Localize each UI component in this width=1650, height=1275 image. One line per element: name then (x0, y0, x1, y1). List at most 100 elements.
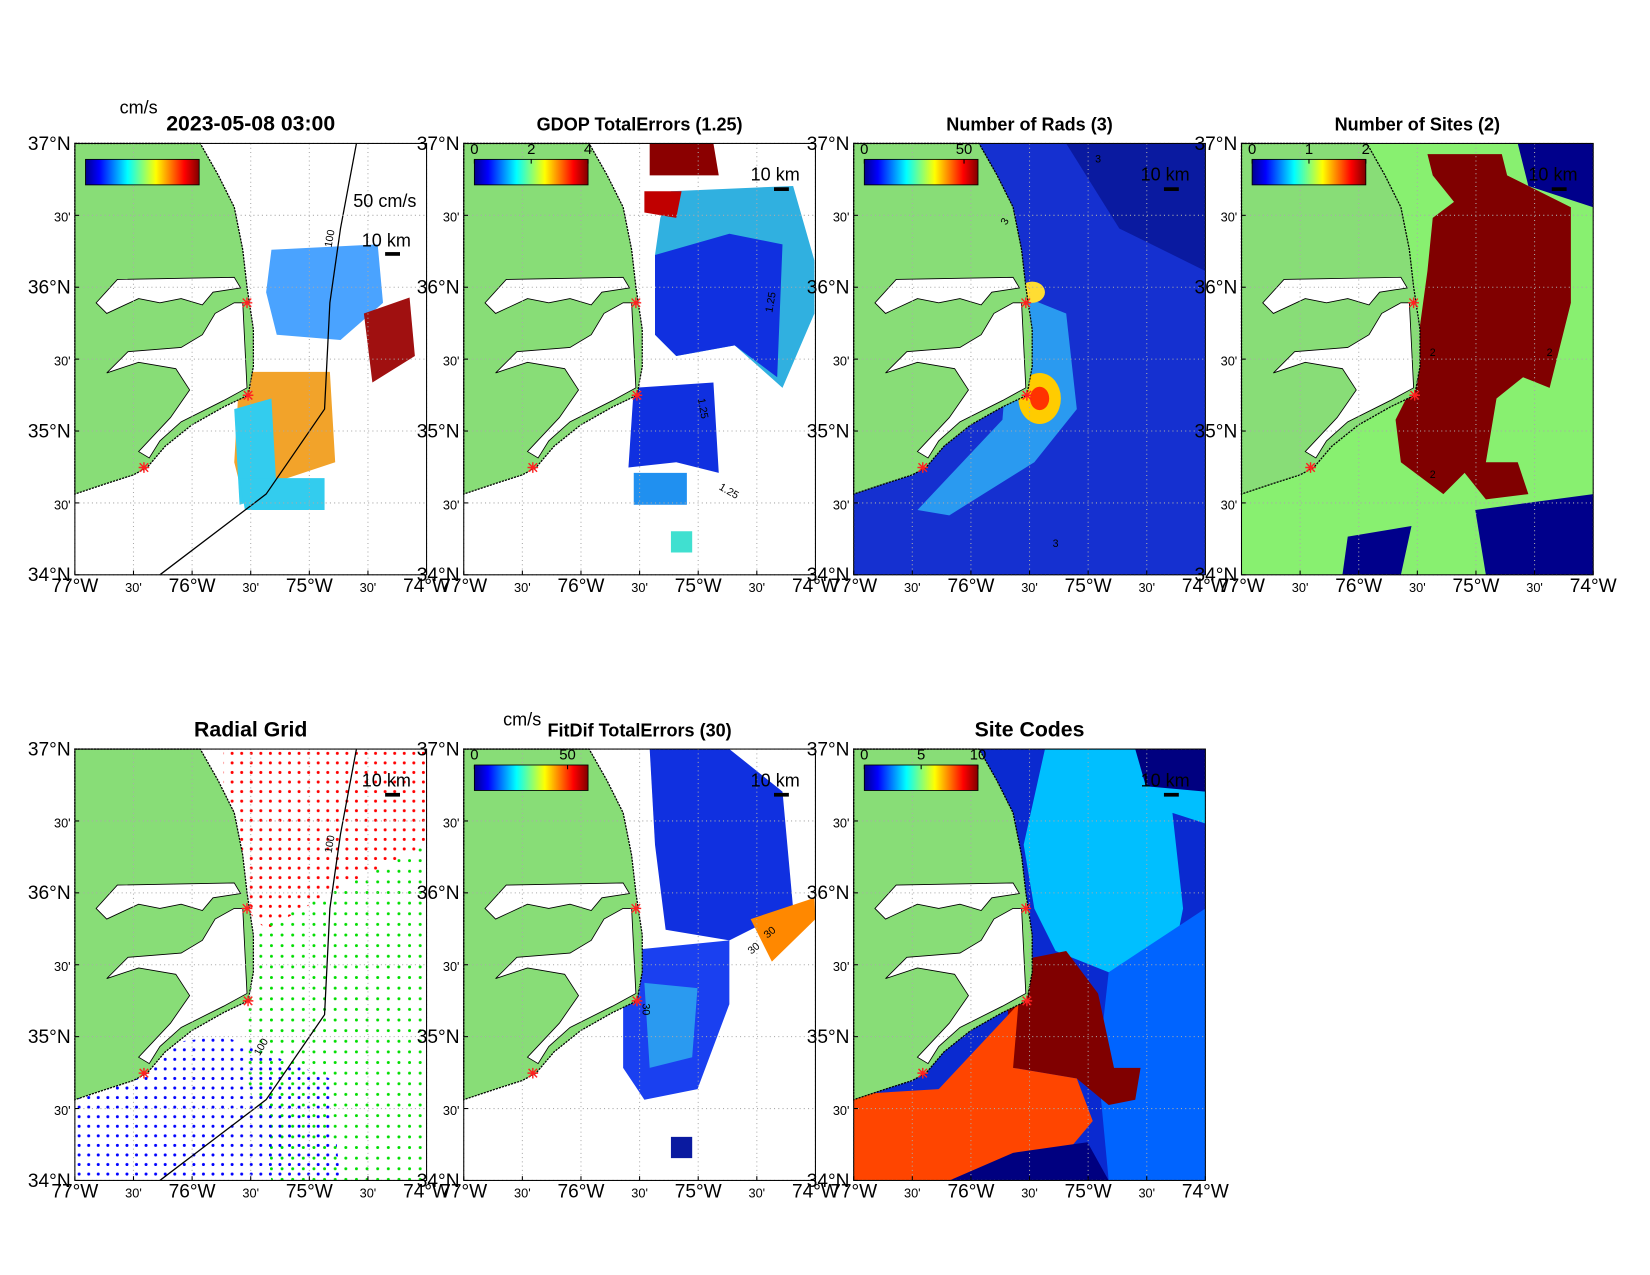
x-tick-label: 30' (1409, 580, 1426, 595)
x-tick-label: 77°W (830, 1181, 877, 1202)
y-tick-label: 37°N (807, 739, 850, 760)
x-tick-label: 75°W (1065, 1181, 1112, 1202)
x-tick-label: 76°W (1335, 576, 1382, 597)
x-tick-label: 77°W (1218, 576, 1265, 597)
contour-label: 2 (1430, 347, 1436, 359)
y-tick-label: 35°N (417, 421, 460, 442)
y-tick-label: 37°N (28, 739, 71, 760)
field-patch (266, 244, 383, 340)
contour-label: 2 (1547, 347, 1553, 359)
x-tick-label: 30' (904, 580, 921, 595)
x-tick-label: 75°W (1452, 576, 1499, 597)
radar-site (631, 389, 643, 401)
radar-site (242, 389, 254, 401)
x-tick-label: 75°W (286, 576, 333, 597)
y-tick-label: 35°N (807, 1027, 850, 1048)
y-tick-label: 34°N (417, 1171, 460, 1192)
y-tick-label: 30' (833, 1103, 850, 1118)
map-panel: 77°W 30' 76°W 30' 75°W 30' 74°W 37°N 30' 36°N 30' 3… (1195, 115, 1617, 597)
radar-site (630, 903, 642, 914)
field-patch (917, 292, 1077, 516)
x-tick-label: 30' (749, 580, 766, 595)
y-tick-label: 30' (54, 1103, 71, 1118)
y-tick-label: 30' (833, 815, 850, 830)
field-patch (1098, 908, 1206, 1181)
x-tick-label: 75°W (675, 576, 722, 597)
y-tick-label: 30' (833, 354, 850, 369)
y-tick-label: 30' (443, 959, 460, 974)
radar-site (1020, 297, 1032, 309)
y-tick-label: 30' (54, 497, 71, 512)
panel-title: Number of Sites (2) (1335, 115, 1500, 135)
radar-site (1305, 462, 1316, 473)
x-tick-label: 77°W (830, 576, 877, 597)
x-tick-label: 30' (242, 1185, 259, 1200)
distance-label: 10 km (1141, 770, 1190, 790)
field-patch (223, 749, 427, 930)
y-tick-label: 37°N (417, 134, 460, 155)
y-tick-label: 30' (54, 354, 71, 369)
field-patch (644, 191, 682, 218)
field-patch (644, 982, 698, 1068)
y-tick-label: 35°N (417, 1027, 460, 1048)
contour-label: 30 (639, 1003, 651, 1015)
x-tick-label: 77°W (51, 576, 98, 597)
radar-site (138, 1067, 150, 1079)
colorbar-tick-label: 0 (470, 748, 478, 764)
y-tick-label: 30' (833, 497, 850, 512)
x-tick-label: 30' (1138, 580, 1155, 595)
y-tick-label: 37°N (1195, 134, 1238, 155)
colorbar-label: cm/s (120, 98, 158, 118)
colorbar-tick-label: 50 (559, 748, 576, 764)
radar-site (241, 297, 253, 309)
field-patch (1135, 749, 1206, 792)
y-tick-label: 37°N (807, 134, 850, 155)
field-patch (633, 472, 687, 505)
y-tick-label: 30' (443, 210, 460, 225)
contour-label: 2 (1430, 469, 1436, 481)
contour-label: 3 (998, 216, 1011, 227)
colorbar-tick-label: 4 (584, 142, 592, 158)
y-tick-label: 35°N (807, 421, 850, 442)
x-tick-label: 76°W (169, 576, 216, 597)
x-tick-label: 30' (904, 1185, 921, 1200)
x-tick-label: 30' (1138, 1185, 1155, 1200)
distance-label: 10 km (362, 770, 411, 790)
colorbar-tick-label: 5 (917, 748, 925, 764)
x-tick-label: 76°W (558, 1181, 605, 1202)
vector-scale-label: 50 cm/s (353, 191, 416, 211)
field-patch (750, 897, 816, 962)
distance-label: 10 km (751, 770, 800, 790)
field-patch (670, 1136, 693, 1159)
field-patch (1342, 525, 1412, 575)
x-tick-label: 30' (360, 580, 377, 595)
radar-site (527, 462, 539, 473)
contour-label: 100 (323, 834, 338, 854)
contour-label: 3 (1095, 154, 1101, 166)
contour-label: 3 (1053, 538, 1059, 550)
y-tick-label: 34°N (1195, 565, 1238, 586)
radar-site (241, 903, 253, 914)
x-tick-label: 30' (1021, 1185, 1038, 1200)
field-patch (649, 143, 719, 176)
x-tick-label: 74°W (1182, 1181, 1229, 1202)
field-patch (1066, 143, 1206, 271)
x-tick-label: 30' (360, 1185, 377, 1200)
y-tick-label: 30' (1221, 210, 1238, 225)
x-tick-label: 30' (125, 580, 142, 595)
field-patch (1517, 143, 1594, 208)
map-panel: 77°W 30' 76°W 30' 75°W 30' 74°W 37°N 30' 36°N 30' 3… (28, 717, 450, 1202)
y-tick-label: 30' (54, 210, 71, 225)
x-tick-label: 74°W (403, 1181, 450, 1202)
colorbar-tick-label: 0 (860, 748, 868, 764)
x-tick-label: 77°W (440, 1181, 487, 1202)
y-tick-label: 30' (54, 815, 71, 830)
x-tick-label: 74°W (792, 576, 839, 597)
x-tick-label: 30' (1526, 580, 1543, 595)
colorbar (473, 764, 589, 791)
field-patch (1007, 950, 1141, 1105)
contour-label: 1.25 (763, 291, 778, 314)
field-patch (670, 531, 693, 553)
x-tick-label: 76°W (947, 1181, 994, 1202)
